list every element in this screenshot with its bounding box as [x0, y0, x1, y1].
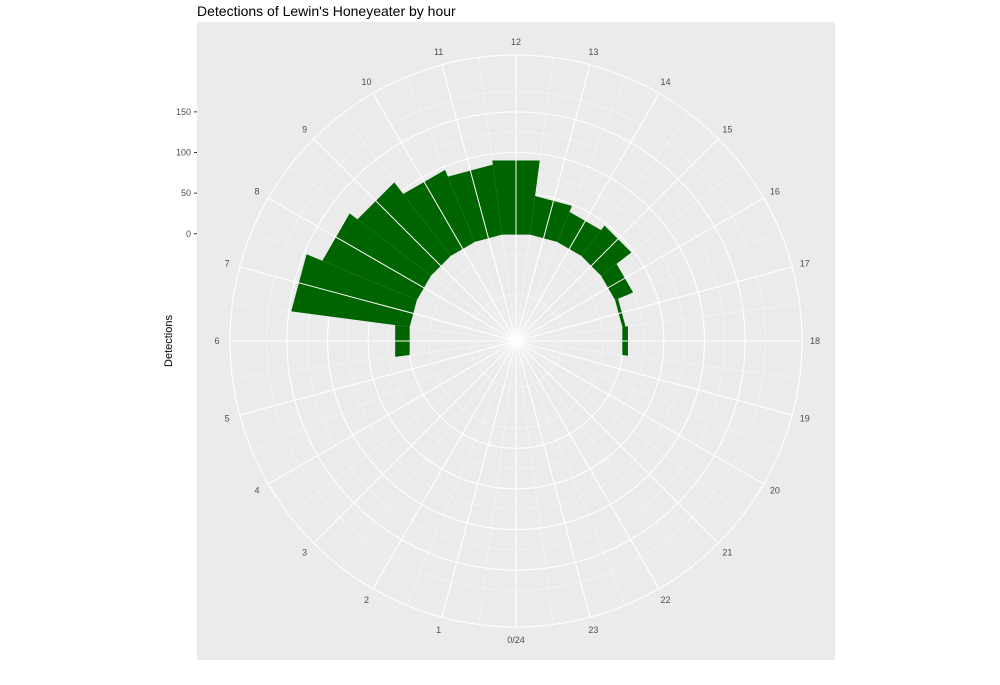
bar-center-line — [515, 277, 627, 342]
hour-label-21: 21 — [722, 547, 732, 557]
major-spoke — [313, 340, 517, 544]
hour-label-17: 17 — [800, 259, 810, 269]
minor-spoke — [515, 113, 691, 342]
major-spoke — [515, 340, 793, 416]
bar-center-line — [515, 311, 623, 342]
hour-label-10: 10 — [361, 77, 371, 87]
hour-label-14: 14 — [660, 77, 670, 87]
hour-label-12: 12 — [511, 37, 521, 47]
hour-label-0/24: 0/24 — [507, 635, 525, 645]
bar-hour-14 — [557, 211, 602, 256]
hour-label-11: 11 — [434, 47, 443, 57]
hour-label-18: 18 — [810, 336, 820, 346]
major-spoke — [515, 340, 591, 618]
chart-title: Detections of Lewin's Honeyeater by hour — [197, 3, 456, 19]
minor-spoke — [406, 76, 517, 342]
major-spoke — [515, 340, 764, 485]
minor-spoke — [515, 340, 781, 451]
hour-labels-layer: 0/24123456789101112131415161718192021222… — [214, 37, 820, 645]
bars-layer — [291, 159, 634, 357]
minor-spoke — [515, 340, 626, 606]
y-axis-layer: 0 50 100 150 — [176, 107, 197, 239]
bar-hour-10 — [403, 169, 475, 256]
minor-spoke — [406, 340, 517, 606]
bar-center-line — [515, 219, 587, 342]
hour-label-16: 16 — [770, 187, 780, 197]
hour-label-1: 1 — [436, 625, 441, 635]
hour-label-20: 20 — [770, 486, 780, 496]
bar-center-line — [296, 281, 517, 342]
minor-spoke — [515, 340, 554, 625]
y-axis-title: Detections — [163, 315, 175, 367]
minor-spoke — [515, 166, 744, 342]
minor-spoke — [515, 340, 800, 379]
y-tick-label: 100 — [176, 148, 191, 158]
hour-label-13: 13 — [588, 47, 598, 57]
hour-label-6: 6 — [214, 336, 219, 346]
major-spoke — [268, 340, 517, 485]
bar-hour-7 — [291, 254, 417, 328]
major-spoke — [372, 340, 517, 589]
minor-spoke — [515, 76, 626, 342]
hour-label-2: 2 — [364, 595, 369, 605]
bar-center-line — [422, 180, 517, 342]
bar-center-line — [334, 235, 517, 342]
bar-hour-11 — [447, 164, 503, 242]
major-spoke — [441, 340, 517, 618]
major-spoke — [515, 340, 719, 544]
bar-center-line — [469, 168, 517, 342]
hour-label-5: 5 — [225, 413, 230, 423]
bar-hour-16 — [601, 263, 634, 300]
minor-spoke — [478, 340, 517, 625]
hour-label-7: 7 — [225, 259, 230, 269]
hour-label-15: 15 — [722, 125, 732, 135]
bar-hour-8 — [322, 213, 431, 300]
minor-spoke — [288, 340, 517, 516]
y-tick-label: 0 — [186, 229, 191, 239]
hour-label-23: 23 — [588, 625, 598, 635]
minor-spoke — [515, 340, 691, 569]
minor-spoke — [251, 340, 517, 451]
hour-label-9: 9 — [302, 125, 307, 135]
y-tick-label: 50 — [181, 188, 191, 198]
hour-label-22: 22 — [660, 595, 670, 605]
bar-center-line — [374, 199, 517, 342]
minor-spoke — [232, 340, 517, 379]
hour-label-3: 3 — [302, 547, 307, 557]
minor-spoke — [515, 303, 800, 342]
bar-center-line — [515, 237, 620, 342]
major-spoke — [239, 340, 517, 416]
hour-label-19: 19 — [800, 413, 810, 423]
bar-hour-13 — [529, 196, 572, 242]
minor-spoke — [515, 231, 781, 342]
minor-spoke — [515, 340, 744, 516]
bar-center-line — [515, 199, 555, 342]
y-tick-label: 150 — [176, 107, 191, 117]
major-spoke — [515, 340, 660, 589]
hour-label-8: 8 — [255, 187, 260, 197]
hour-label-4: 4 — [255, 486, 260, 496]
minor-spoke — [341, 340, 517, 569]
